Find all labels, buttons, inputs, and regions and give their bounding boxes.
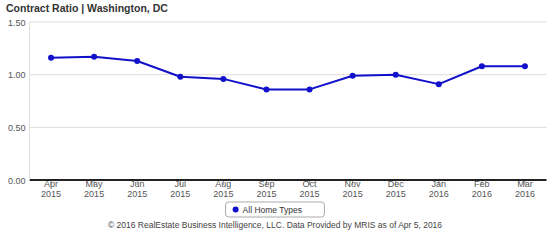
x-tick-label: Sep2015 bbox=[256, 179, 276, 199]
point bbox=[220, 76, 226, 82]
point bbox=[307, 86, 313, 92]
baseline bbox=[30, 179, 547, 181]
grid-line bbox=[30, 74, 547, 75]
point bbox=[263, 86, 269, 92]
x-tick-label-line: May bbox=[86, 179, 104, 189]
x-tick-label-line: Nov bbox=[345, 179, 362, 189]
grid-line bbox=[30, 22, 547, 23]
x-tick-label: Mar2016 bbox=[515, 179, 535, 199]
x-tick-label-line: 2015 bbox=[300, 189, 320, 199]
x-tick-label-line: Mar bbox=[517, 179, 533, 189]
x-tick-label-line: 2015 bbox=[41, 189, 61, 199]
x-tick-label-line: 2015 bbox=[84, 189, 104, 199]
x-tick-label-line: Dec bbox=[388, 179, 405, 189]
y-tick-label: 0.00 bbox=[8, 176, 26, 186]
source: © 2016 RealEstate Business Intelligence,… bbox=[108, 220, 442, 230]
x-tick-label: Dec2015 bbox=[386, 179, 406, 199]
grid-line bbox=[30, 127, 547, 128]
legend-marker bbox=[233, 207, 239, 213]
x-tick-label-line: Jun bbox=[130, 179, 145, 189]
x-tick-label-line: 2015 bbox=[170, 189, 190, 199]
x-tick-label: Apr2015 bbox=[41, 179, 61, 199]
point bbox=[522, 63, 528, 69]
x-tick-label-line: Oct bbox=[303, 179, 318, 189]
y-axis bbox=[29, 22, 30, 180]
plot-area bbox=[48, 54, 528, 93]
x-tick-label-line: 2015 bbox=[343, 189, 363, 199]
x-tick-label-line: 2015 bbox=[213, 189, 233, 199]
y-tick-label: 1.50 bbox=[8, 18, 26, 28]
x-tick-label: Oct2015 bbox=[300, 179, 320, 199]
x-tick-label: Jul2015 bbox=[170, 179, 190, 199]
legend-label: All Home Types bbox=[243, 205, 302, 215]
x-tick-label-line: 2015 bbox=[127, 189, 147, 199]
point bbox=[436, 81, 442, 87]
x-tick-label-line: 2015 bbox=[256, 189, 276, 199]
point bbox=[91, 54, 97, 60]
x-tick-label: Jun2015 bbox=[127, 179, 147, 199]
x-tick-label-line: Feb bbox=[474, 179, 490, 189]
chart: Contract Ratio | Washington, DC 0.00 0.50 1… bbox=[0, 0, 550, 231]
point bbox=[350, 73, 356, 79]
x-tick-label: Feb2016 bbox=[472, 179, 492, 199]
x-tick-label-line: 2016 bbox=[515, 189, 535, 199]
legend-box bbox=[226, 202, 325, 217]
point bbox=[393, 72, 399, 78]
legend: All Home Types bbox=[226, 202, 325, 217]
x-tick-label-line: 2015 bbox=[386, 189, 406, 199]
x-tick-label: Jan2016 bbox=[429, 179, 449, 199]
point bbox=[177, 74, 183, 80]
x-tick-label: Nov2015 bbox=[343, 179, 363, 199]
point bbox=[48, 55, 54, 61]
series-line bbox=[51, 57, 525, 90]
x-tick-label-line: Aug bbox=[215, 179, 231, 189]
x-tick-label-line: 2016 bbox=[472, 189, 492, 199]
title: Contract Ratio | Washington, DC bbox=[6, 2, 168, 14]
x-tick-label-line: 2016 bbox=[429, 189, 449, 199]
x-tick-label-line: Jan bbox=[432, 179, 447, 189]
y-tick-label: 0.50 bbox=[8, 123, 26, 133]
x-tick-label-line: Sep bbox=[258, 179, 274, 189]
x-tick-label-line: Jul bbox=[175, 179, 187, 189]
point bbox=[134, 58, 140, 64]
x-tick-label: Aug2015 bbox=[213, 179, 233, 199]
point bbox=[479, 63, 485, 69]
x-tick-label: May2015 bbox=[84, 179, 104, 199]
x-tick-label-line: Apr bbox=[44, 179, 58, 189]
y-tick-label: 1.00 bbox=[8, 70, 26, 80]
